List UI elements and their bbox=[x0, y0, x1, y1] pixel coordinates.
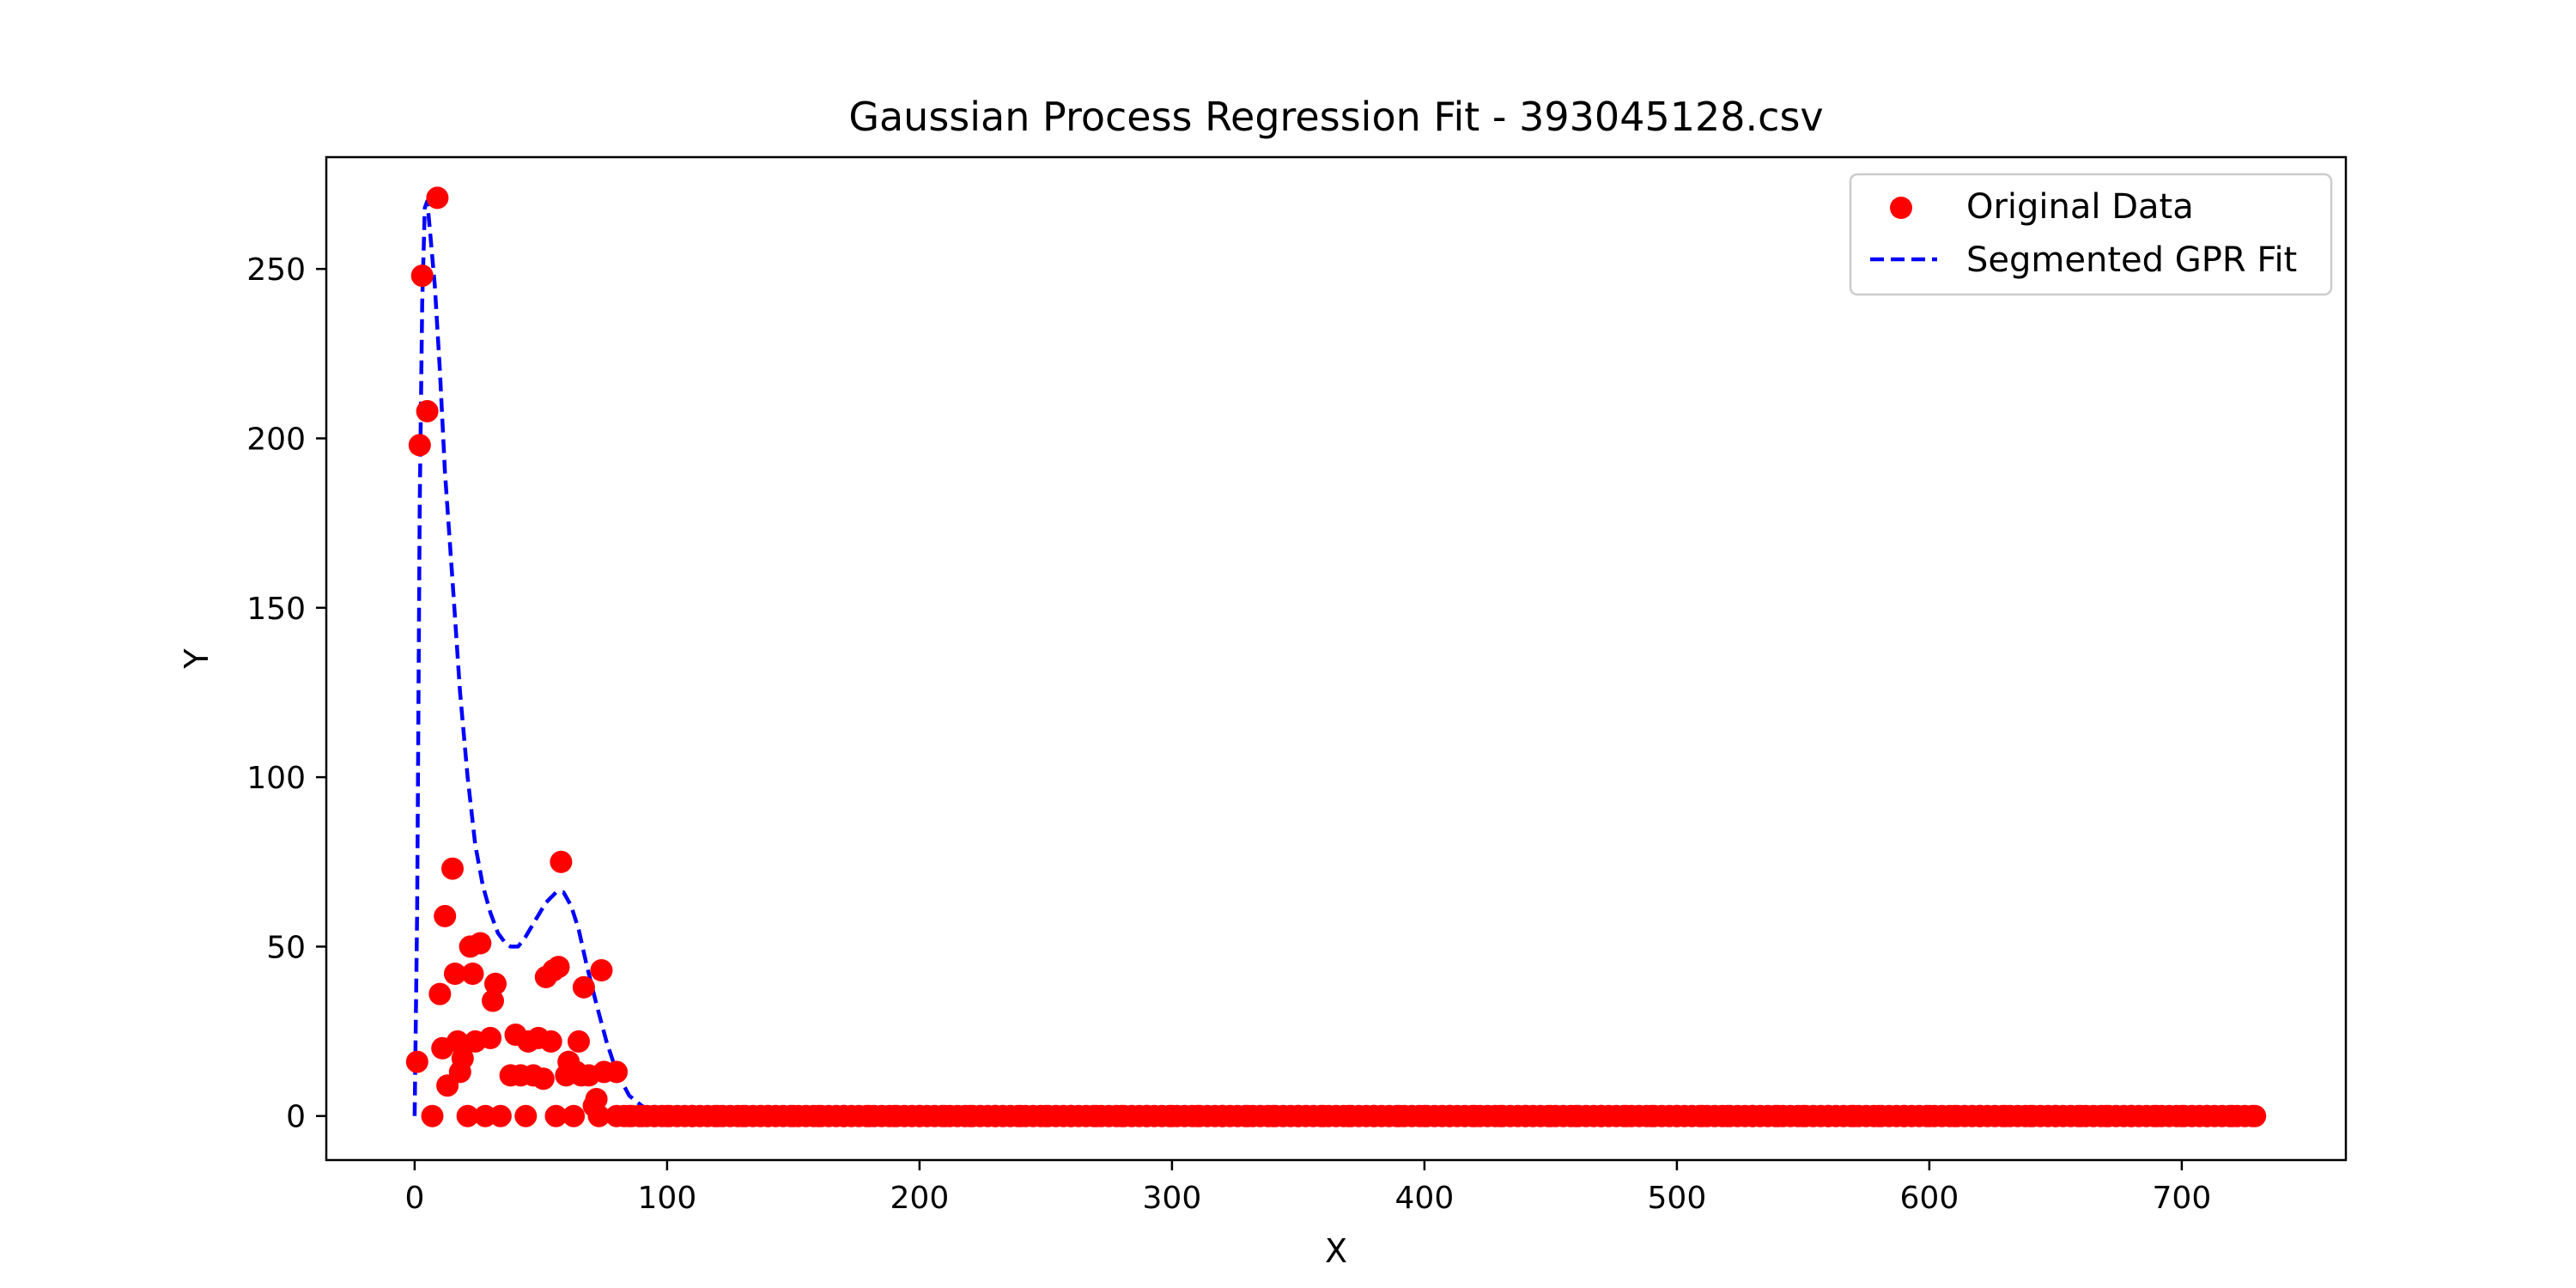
x-axis-label: X bbox=[1325, 1232, 1347, 1270]
x-tick-label: 100 bbox=[638, 1181, 697, 1216]
legend-marker-original-data bbox=[1890, 197, 1912, 219]
legend-label-original-data: Original Data bbox=[1966, 187, 2194, 227]
data-point bbox=[405, 1050, 428, 1073]
data-point bbox=[434, 904, 457, 927]
chart-title: Gaussian Process Regression Fit - 393045… bbox=[848, 94, 1823, 140]
data-point bbox=[514, 1104, 538, 1127]
data-point bbox=[408, 434, 431, 457]
legend-label-gpr-fit: Segmented GPR Fit bbox=[1966, 240, 2297, 280]
plot-area bbox=[325, 155, 2348, 1162]
legend: Original Data Segmented GPR Fit bbox=[1849, 173, 2333, 296]
y-axis: 0 50 100 150 200 250 bbox=[246, 252, 326, 1135]
data-point bbox=[456, 1104, 479, 1127]
data-point bbox=[443, 963, 466, 985]
data-point bbox=[446, 1030, 469, 1053]
y-tick-label: 200 bbox=[246, 422, 306, 458]
y-tick-label: 100 bbox=[246, 761, 306, 796]
x-axis: 0 100 200 300 400 500 600 700 bbox=[404, 1160, 2211, 1216]
x-tick-label: 500 bbox=[1648, 1181, 1707, 1216]
y-tick-label: 150 bbox=[246, 592, 306, 627]
x-tick-label: 700 bbox=[2153, 1181, 2212, 1216]
data-point bbox=[544, 1104, 568, 1127]
data-point bbox=[426, 186, 449, 210]
data-point bbox=[550, 850, 573, 873]
x-tick-label: 300 bbox=[1143, 1181, 1202, 1216]
data-point bbox=[469, 932, 492, 955]
data-point bbox=[421, 1104, 444, 1127]
data-point bbox=[547, 956, 570, 979]
data-point bbox=[416, 399, 439, 422]
y-axis-label: Y bbox=[178, 648, 216, 670]
data-point bbox=[605, 1060, 629, 1084]
data-point bbox=[572, 975, 595, 999]
y-tick-label: 50 bbox=[266, 930, 306, 965]
data-point bbox=[479, 1026, 502, 1049]
legend-box bbox=[1849, 173, 2333, 296]
x-tick-label: 200 bbox=[890, 1181, 950, 1216]
data-point bbox=[428, 982, 452, 1005]
data-point bbox=[2241, 1104, 2264, 1127]
data-points-layer bbox=[405, 186, 2267, 1127]
data-point bbox=[532, 1067, 555, 1091]
data-point bbox=[461, 963, 484, 985]
x-tick-label: 600 bbox=[1900, 1181, 1959, 1216]
y-tick-label: 250 bbox=[246, 252, 306, 288]
y-tick-label: 0 bbox=[286, 1100, 306, 1135]
plot-frame bbox=[325, 155, 2348, 1162]
data-point bbox=[539, 1030, 562, 1053]
data-point bbox=[587, 1104, 611, 1127]
data-point bbox=[489, 1104, 512, 1127]
data-point bbox=[484, 972, 507, 995]
data-point bbox=[410, 264, 434, 288]
x-tick-label: 0 bbox=[404, 1181, 424, 1216]
data-point bbox=[451, 1047, 474, 1070]
data-point bbox=[568, 1030, 590, 1053]
x-tick-label: 400 bbox=[1395, 1181, 1455, 1216]
data-point bbox=[562, 1104, 586, 1127]
data-point bbox=[441, 857, 464, 880]
data-point bbox=[590, 959, 613, 981]
data-point bbox=[482, 989, 504, 1012]
data-point bbox=[585, 1088, 608, 1110]
